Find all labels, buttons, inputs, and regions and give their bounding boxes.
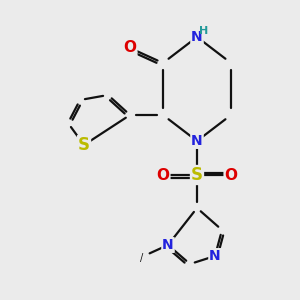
Text: O: O	[224, 167, 238, 182]
Text: N: N	[209, 249, 221, 263]
Text: N: N	[191, 134, 203, 148]
Text: /: /	[140, 253, 144, 263]
Text: S: S	[78, 136, 90, 154]
Text: N: N	[191, 30, 203, 44]
Text: N: N	[162, 238, 174, 252]
Text: H: H	[200, 26, 208, 36]
Text: S: S	[191, 166, 203, 184]
Text: O: O	[157, 167, 169, 182]
Text: O: O	[124, 40, 136, 56]
